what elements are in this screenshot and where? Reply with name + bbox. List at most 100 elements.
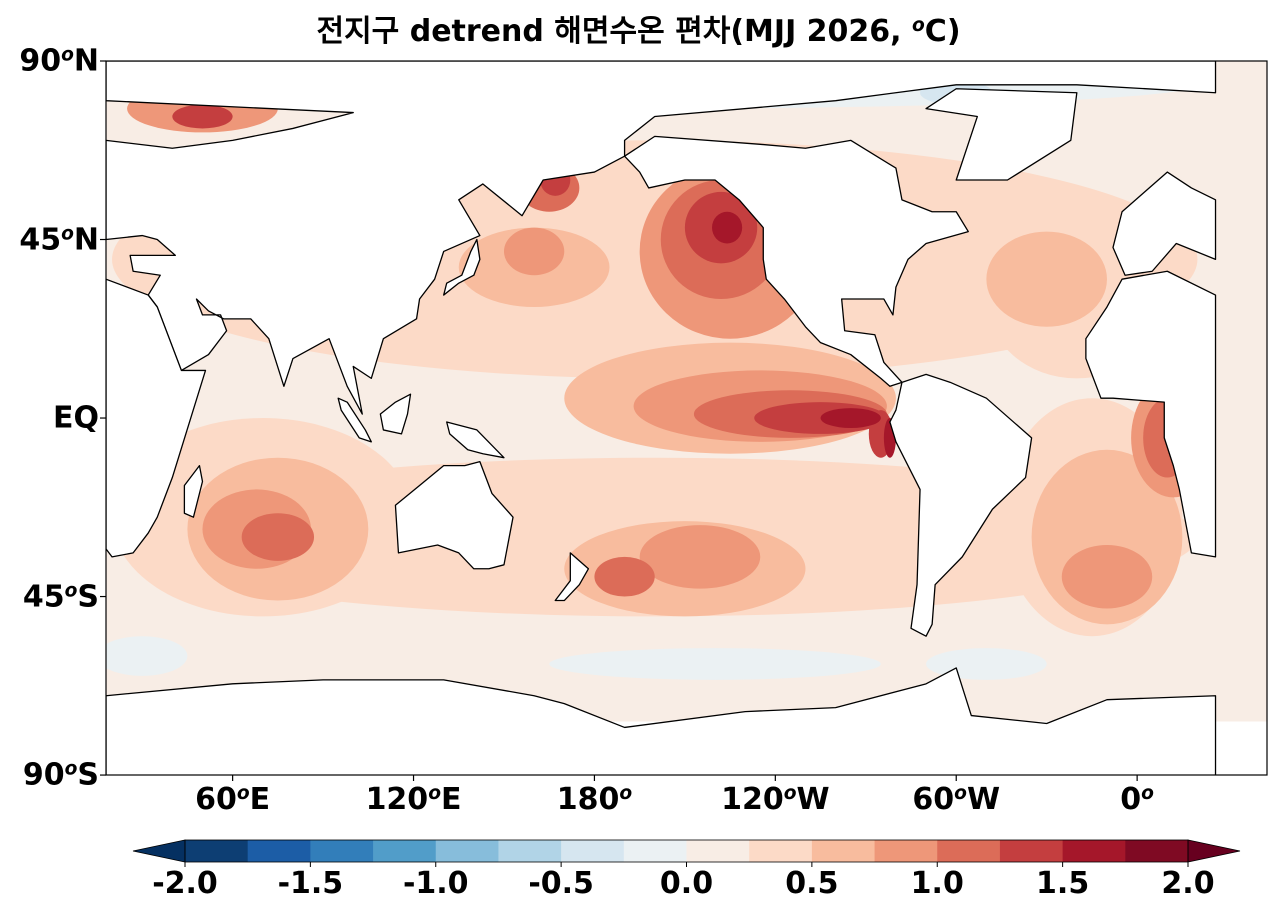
title-degree: o xyxy=(912,14,925,36)
landmass-madagascar xyxy=(183,464,204,518)
tick-hemisphere: W xyxy=(796,782,830,817)
colorbar-bin xyxy=(435,840,499,862)
x-tick-marks xyxy=(232,775,1138,781)
tick-degree: o xyxy=(619,782,633,804)
landmass-south-america xyxy=(889,373,1033,637)
tick-degree: o xyxy=(954,782,967,804)
colorbar-bin xyxy=(498,840,562,862)
tick-degree: o xyxy=(61,222,74,244)
title-unit: C) xyxy=(924,14,961,49)
colorbar xyxy=(132,839,1241,867)
landmass-japan xyxy=(443,238,481,296)
anomaly-contour xyxy=(820,408,881,428)
landmass-new-guinea xyxy=(446,421,505,459)
tick-hemisphere: E xyxy=(440,782,462,817)
colorbar-tick-label: 2.0 xyxy=(1161,866,1215,901)
colorbar-bin xyxy=(686,840,750,862)
colorbar-bin xyxy=(561,840,625,862)
colorbar-bin xyxy=(373,840,437,862)
landmass-antarctica xyxy=(106,667,1217,775)
colorbar-tick-label: 1.0 xyxy=(910,866,964,901)
anomaly-contour xyxy=(986,231,1107,327)
colorbar-bin xyxy=(811,840,876,862)
tick-degree: o xyxy=(1141,782,1154,804)
tick-value: 120 xyxy=(365,782,429,817)
tick-value: 120 xyxy=(721,782,784,817)
landmass-africa-east xyxy=(106,278,207,558)
colorbar-bin xyxy=(310,840,374,862)
tick-hemisphere: S xyxy=(77,757,99,793)
tick-value: 90 xyxy=(22,757,65,793)
tick-hemisphere: N xyxy=(73,222,99,257)
y-tick-label: 45oN xyxy=(19,222,99,257)
y-tick-label: 90oN xyxy=(19,44,99,79)
colorbar-extend-high xyxy=(1187,839,1241,863)
anomaly-contour xyxy=(503,227,565,276)
colorbar-bin xyxy=(185,840,249,862)
anomaly-contour xyxy=(594,556,655,597)
tick-value: 45 xyxy=(19,222,62,257)
colorbar-bin xyxy=(874,840,938,862)
colorbar-tick-label: 1.5 xyxy=(1036,866,1090,901)
tick-degree: o xyxy=(61,44,74,66)
colorbar-bin xyxy=(999,840,1064,862)
tick-value: 90 xyxy=(19,43,62,79)
landmass-borneo xyxy=(379,393,412,435)
anomaly-contour xyxy=(639,525,761,589)
colorbar-tick-label: -1.0 xyxy=(402,866,469,901)
tick-degree: o xyxy=(783,782,797,804)
x-tick-label: 60oW xyxy=(912,782,1000,817)
colorbar-tick-label: 0.0 xyxy=(659,866,714,901)
landmass-north-america xyxy=(623,135,969,387)
tick-value: EQ xyxy=(53,400,99,436)
tick-degree: o xyxy=(428,782,441,804)
tick-value: 60 xyxy=(195,782,237,817)
anomaly-contour xyxy=(241,513,315,561)
y-tick-label: EQ xyxy=(53,401,99,436)
colorbar-bin xyxy=(1125,840,1189,862)
colorbar-bin xyxy=(937,840,1001,862)
landmass-australia xyxy=(394,461,514,570)
colorbar-tick-label: -0.5 xyxy=(528,866,594,901)
tick-degree: o xyxy=(64,758,78,780)
colorbar-bin xyxy=(247,840,311,862)
tick-value: 60 xyxy=(912,782,955,817)
y-tick-marks xyxy=(100,60,106,776)
tick-value: 45 xyxy=(22,579,65,615)
landmass-europe-west xyxy=(1112,171,1217,276)
tick-hemisphere: W xyxy=(966,782,1001,817)
tick-degree: o xyxy=(236,782,250,804)
x-tick-label: 0o xyxy=(1120,782,1154,817)
colorbar-tick-label: -2.0 xyxy=(152,866,218,901)
colorbar-bin xyxy=(1062,840,1126,862)
tick-value: 180 xyxy=(556,782,620,817)
colorbar-extend-low xyxy=(132,839,186,863)
map-title: 전지구 detrend 해면수온 편차(MJJ 2026, oC) xyxy=(0,6,1277,50)
continents xyxy=(106,61,1217,775)
landmass-sumatra xyxy=(337,397,372,443)
y-tick-label: 45oS xyxy=(23,579,99,614)
title-text: 전지구 detrend 해면수온 편차(MJJ 2026, xyxy=(316,14,913,49)
colorbar-bin xyxy=(623,840,687,862)
tick-hemisphere: E xyxy=(249,782,271,817)
anomaly-contour xyxy=(106,636,188,676)
anomaly-contour xyxy=(172,104,233,129)
landmass-greenland xyxy=(925,88,1078,181)
x-tick-label: 60oE xyxy=(195,782,270,817)
x-tick-label: 120oE xyxy=(366,782,462,817)
anomaly-contour xyxy=(549,648,881,680)
x-tick-label: 120oW xyxy=(721,782,830,817)
tick-hemisphere: S xyxy=(77,579,99,615)
y-tick-label: 90oS xyxy=(23,758,99,793)
anomaly-contour xyxy=(712,211,743,244)
tick-degree: o xyxy=(64,579,78,601)
anomaly-contour xyxy=(1061,544,1153,609)
landmass-new-zealand xyxy=(554,552,590,602)
tick-hemisphere: N xyxy=(73,43,99,79)
colorbar-bin xyxy=(749,840,813,862)
landmass-africa-west xyxy=(1085,270,1217,558)
landmass-eurasia xyxy=(106,61,1217,415)
colorbar-tick-label: 0.5 xyxy=(785,866,839,901)
x-tick-label: 180o xyxy=(557,782,632,817)
